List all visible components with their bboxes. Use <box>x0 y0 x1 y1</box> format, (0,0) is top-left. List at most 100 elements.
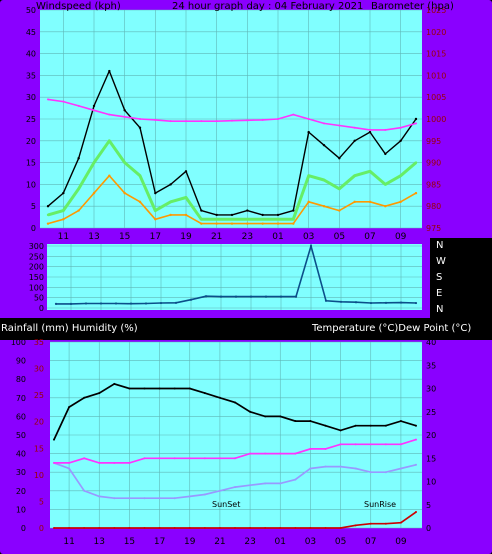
humidity-point <box>399 467 402 470</box>
humidity-point <box>294 478 297 481</box>
wind-tick-label: 30 <box>26 93 36 102</box>
humidity-point <box>113 497 116 500</box>
barometer-point <box>62 100 65 103</box>
wind-series-point-0 <box>292 209 295 212</box>
barometer-point <box>154 118 157 121</box>
rainfall-tick-label: 30 <box>34 365 44 374</box>
compass-label: N <box>436 304 443 315</box>
p3-x-tick-label: 11 <box>63 537 74 547</box>
direction-tick-label: 0 <box>39 304 44 313</box>
barometer-point <box>47 98 49 101</box>
wind-series-point-1 <box>261 218 264 221</box>
dewpoint-point <box>83 457 86 460</box>
barometer-point <box>77 104 80 107</box>
wind-series-point-0 <box>246 209 249 212</box>
humidity-point <box>369 471 372 474</box>
temperature-tick-label: 35 <box>426 361 436 370</box>
temperature-point <box>113 382 116 385</box>
humidity-tick-label: 60 <box>16 412 26 421</box>
wind-series-point-0 <box>77 157 80 160</box>
humidity-point <box>264 482 267 485</box>
wind-series-point-0 <box>92 104 96 108</box>
wind-series-point-2 <box>184 213 188 217</box>
temperature-tick-label: 10 <box>426 478 436 487</box>
wind-series-point-0 <box>368 130 372 134</box>
humidity-point <box>354 467 357 470</box>
rainfall-point <box>128 527 131 529</box>
wind-series-point-2 <box>368 200 372 204</box>
rainfall-tick-label: 0 <box>39 524 44 533</box>
barometer-tick-label: 995 <box>426 137 441 146</box>
humidity-point <box>83 489 86 492</box>
wind-series-point-1 <box>276 218 280 221</box>
wind-series-point-2 <box>215 222 218 225</box>
dewpoint-point <box>234 457 236 460</box>
temperature-tick-label: 20 <box>426 431 436 440</box>
direction-point <box>174 301 178 304</box>
dewpoint-point <box>98 461 101 464</box>
humidity-tick-label: 40 <box>16 450 26 459</box>
wind-series-point-2 <box>200 222 203 225</box>
p1-x-tick-label: 17 <box>150 232 161 242</box>
temperature-point <box>203 392 206 395</box>
humidity-tick-label: 80 <box>16 375 26 384</box>
direction-point <box>264 295 268 298</box>
temperature-tick-label: 0 <box>426 524 431 533</box>
direction-point <box>279 295 283 298</box>
wind-series-point-0 <box>230 213 234 217</box>
wind-tick-label: 25 <box>26 115 36 124</box>
compass-label: W <box>436 256 446 267</box>
p1-x-tick-label: 01 <box>272 232 283 242</box>
dewpoint-point <box>309 447 312 450</box>
wind-series-point-0 <box>200 209 203 212</box>
barometer-point <box>169 120 172 123</box>
dewpoint-point <box>249 452 252 455</box>
wind-series-point-0 <box>123 109 126 112</box>
p3-x-tick-label: 19 <box>184 537 196 547</box>
rainfall-point <box>143 527 146 529</box>
barometer-point <box>277 118 279 120</box>
barometer-point <box>307 118 310 120</box>
wind-series-point-2 <box>276 222 280 225</box>
dewpoint-point <box>218 457 221 460</box>
humidity-tick-label: 50 <box>16 431 26 440</box>
humidity-point <box>203 493 206 496</box>
p1-x-tick-label: 07 <box>364 232 375 242</box>
rainfall-point <box>294 527 297 529</box>
dewpoint-point <box>339 443 342 446</box>
wind-series-point-0 <box>261 213 264 217</box>
wind-series-point-1 <box>384 183 387 186</box>
dewpoint-point <box>324 447 327 450</box>
barometer-tick-label: 1025 <box>426 6 446 15</box>
direction-point <box>234 295 238 298</box>
wind-series-point-0 <box>108 69 111 73</box>
direction-point <box>309 244 313 248</box>
wind-tick-label: 50 <box>26 6 36 15</box>
wind-series-point-1 <box>368 170 372 173</box>
wind-series-point-1 <box>108 139 111 142</box>
barometer-point <box>93 109 95 112</box>
p3-x-tick-label: 17 <box>154 537 165 547</box>
p3-x-tick-label: 01 <box>275 537 286 547</box>
humidity-tick-label: 0 <box>21 524 26 533</box>
dewpoint-point <box>188 457 191 460</box>
rainfall-tick-label: 20 <box>34 418 44 427</box>
temperature-point <box>53 438 55 441</box>
wind-series-point-1 <box>353 174 356 177</box>
direction-point <box>84 302 88 305</box>
dewpoint-point <box>113 461 116 464</box>
wind-series-point-1 <box>138 174 142 177</box>
wind-series-point-1 <box>77 187 80 190</box>
rainfall-point <box>173 527 176 529</box>
wind-series-point-0 <box>276 213 280 217</box>
dewpoint-point <box>399 443 402 446</box>
temperature-point <box>279 415 282 418</box>
temperature-point <box>98 392 101 395</box>
wind-series-point-2 <box>62 218 65 221</box>
rainfall-point <box>68 527 71 529</box>
direction-tick-label: 250 <box>29 252 44 261</box>
rain-humidity-axis-label: Rainfall (mm) Humidity (%) <box>1 323 138 334</box>
temperature-point <box>415 424 417 427</box>
p1-x-tick-label: 21 <box>211 232 222 242</box>
temperature-tick-label: 5 <box>426 501 431 510</box>
